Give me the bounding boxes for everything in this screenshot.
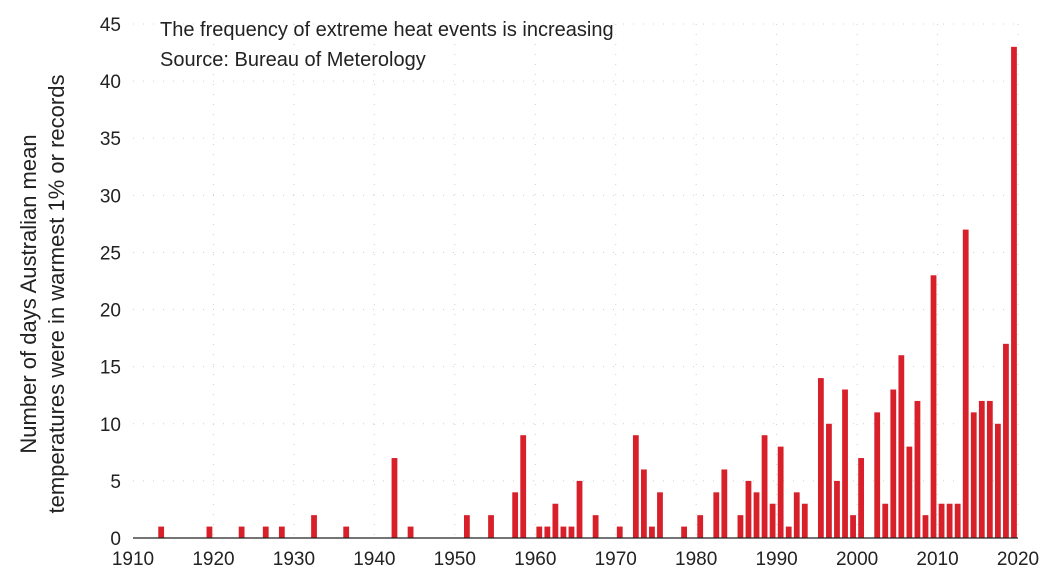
- bar: [343, 526, 350, 538]
- bar: [777, 446, 784, 538]
- bar: [391, 458, 398, 538]
- x-tick-label: 2020: [997, 549, 1039, 570]
- bar: [568, 526, 575, 538]
- bar: [206, 526, 213, 538]
- bars-layer: [158, 46, 1017, 538]
- bar: [858, 458, 865, 538]
- bar: [640, 469, 647, 538]
- grid-layer: [133, 23, 1019, 538]
- bar: [962, 229, 969, 538]
- bar: [536, 526, 543, 538]
- bar: [882, 503, 889, 538]
- bar: [874, 412, 881, 538]
- y-axis-label-line-1: Number of days Australian mean: [16, 134, 41, 453]
- x-tick-label: 2000: [836, 549, 878, 570]
- bar: [552, 503, 559, 538]
- y-tick-label: 5: [110, 472, 121, 493]
- x-tick-label: 1970: [595, 549, 637, 570]
- bar: [970, 412, 977, 538]
- y-tick-label: 20: [100, 301, 121, 322]
- bar: [278, 526, 285, 538]
- bar: [922, 515, 929, 538]
- bar: [592, 515, 599, 538]
- x-tick-label: 1950: [434, 549, 476, 570]
- bar: [850, 515, 856, 538]
- chart-annotation-source: Source: Bureau of Meterology: [160, 49, 426, 71]
- bar: [906, 446, 913, 538]
- y-tick-label: 40: [100, 72, 121, 93]
- x-tick-label: 1910: [112, 549, 154, 570]
- x-tick-label: 1960: [514, 549, 556, 570]
- bar: [890, 389, 897, 538]
- bar: [898, 355, 905, 538]
- y-tick-label: 25: [100, 243, 121, 264]
- bar: [817, 378, 824, 538]
- bar: [238, 526, 245, 538]
- chart-annotation-headline: The frequency of extreme heat events is …: [160, 19, 614, 41]
- y-tick-labels: 0 5 10 15 20 25 30 35 40 45: [100, 15, 121, 550]
- bar: [520, 435, 527, 538]
- bar: [954, 503, 961, 538]
- bar: [632, 435, 639, 538]
- x-tick-label: 1920: [192, 549, 234, 570]
- bar: [842, 389, 848, 538]
- bar: [938, 503, 945, 538]
- bar: [697, 515, 704, 538]
- bar: [737, 515, 744, 538]
- y-axis-label-line-2: temperatures were in warmest 1% or recor…: [44, 75, 69, 514]
- bar: [158, 526, 165, 538]
- bar: [713, 492, 720, 538]
- x-tick-labels: 1910 1920 1930 1940 1950 1960 1970 1980 1990 2000…: [112, 549, 1039, 570]
- bar: [753, 492, 760, 538]
- x-tick-label: 2010: [916, 549, 958, 570]
- bar: [801, 503, 808, 538]
- bar: [769, 503, 776, 538]
- y-tick-label: 15: [100, 358, 121, 379]
- y-tick-label: 45: [100, 15, 121, 36]
- y-tick-label: 30: [100, 186, 121, 207]
- x-tick-label: 1930: [273, 549, 315, 570]
- bar: [407, 526, 414, 538]
- x-tick-label: 1990: [755, 549, 797, 570]
- bar: [560, 526, 567, 538]
- bar: [745, 480, 752, 538]
- bar: [488, 515, 494, 538]
- x-tick-label: 1940: [353, 549, 395, 570]
- bar: [826, 423, 832, 538]
- bar: [1011, 46, 1017, 538]
- bar: [681, 526, 688, 538]
- y-tick-label: 10: [100, 415, 121, 436]
- x-tick-label: 1980: [675, 549, 717, 570]
- bar: [986, 400, 993, 538]
- bar: [914, 400, 921, 538]
- bar: [834, 480, 840, 538]
- bar: [930, 275, 937, 538]
- bar: [761, 435, 768, 538]
- y-tick-label: 35: [100, 129, 121, 150]
- bar: [311, 515, 317, 538]
- bar: [649, 526, 655, 538]
- bar: [785, 526, 792, 538]
- y-axis-label: Number of days Australian mean temperatu…: [16, 75, 69, 514]
- y-tick-label: 0: [110, 529, 121, 550]
- bar: [978, 400, 985, 538]
- bar: [262, 526, 269, 538]
- bar: [657, 492, 663, 538]
- bar: [512, 492, 519, 538]
- bar: [946, 503, 953, 538]
- bar: [721, 469, 728, 538]
- bar: [576, 480, 583, 538]
- bar: [616, 526, 623, 538]
- bar: [994, 423, 1001, 538]
- bar: [463, 515, 470, 538]
- bar: [1003, 343, 1009, 538]
- bar: [544, 526, 551, 538]
- bar: [793, 492, 800, 538]
